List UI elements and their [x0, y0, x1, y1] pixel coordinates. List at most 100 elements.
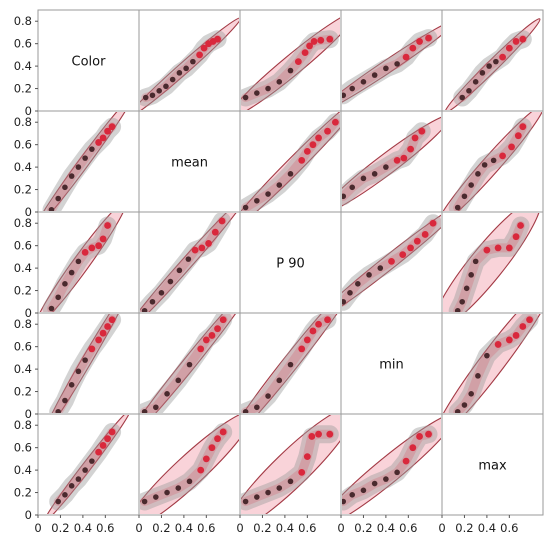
data-point — [303, 148, 311, 155]
y-tick-label: 0.6 — [14, 138, 32, 152]
data-point — [287, 67, 294, 74]
data-point — [499, 152, 506, 160]
y-tick-label: 0.4 — [14, 261, 32, 275]
data-point — [517, 222, 524, 229]
data-point — [421, 231, 429, 238]
data-point — [197, 466, 205, 474]
density-band — [342, 122, 431, 206]
data-point — [175, 485, 182, 491]
data-point — [108, 123, 116, 131]
cell-3-3 — [340, 312, 443, 415]
data-point — [360, 487, 367, 494]
y-tick-label: 0 — [25, 508, 32, 522]
y-tick-label: 0.6 — [14, 239, 32, 253]
variable-label-1: mean — [171, 156, 208, 171]
data-point — [407, 145, 414, 153]
data-point — [298, 345, 306, 353]
data-point — [519, 35, 527, 43]
density-core — [453, 122, 528, 211]
x-tick-label: 0.6 — [96, 521, 114, 535]
scatter-cell-0-4 — [444, 18, 541, 110]
data-point — [219, 428, 227, 436]
x-tick-label: 0.2 — [253, 521, 271, 535]
density-ellipse — [241, 415, 340, 514]
data-point — [82, 467, 88, 473]
data-point — [95, 448, 102, 456]
data-point — [163, 83, 169, 90]
data-point — [416, 38, 423, 45]
y-tick-label: 0 — [25, 104, 32, 118]
data-point — [479, 70, 486, 76]
data-point — [306, 42, 313, 50]
x-tick-label: 0.4 — [74, 521, 92, 535]
data-point — [388, 257, 395, 265]
data-point — [461, 402, 468, 408]
data-point — [200, 44, 208, 52]
scatter-cell-3-1 — [140, 314, 239, 413]
x-tick-label: 0 — [337, 521, 344, 535]
data-point — [475, 373, 481, 379]
density-band — [342, 425, 438, 511]
data-point — [383, 65, 389, 72]
density-band — [241, 314, 337, 413]
data-point — [104, 127, 111, 135]
data-point — [89, 458, 95, 464]
density-ellipse — [140, 415, 239, 514]
data-point — [265, 393, 271, 399]
scatter-cell-4-3 — [342, 415, 441, 514]
data-point — [409, 44, 417, 52]
data-point — [303, 453, 311, 461]
data-point — [211, 228, 219, 236]
x-tick-label: 0.4 — [478, 521, 496, 535]
density-core — [453, 221, 526, 312]
data-point — [514, 132, 522, 140]
data-point — [468, 272, 474, 278]
data-point — [519, 323, 527, 330]
scatter-cell-2-1 — [140, 213, 239, 312]
data-point — [149, 298, 156, 305]
data-point — [153, 494, 159, 500]
data-point — [371, 171, 378, 177]
data-point — [425, 34, 432, 42]
data-point — [287, 361, 294, 368]
data-point — [301, 49, 309, 57]
x-tick-label: 0.2 — [455, 521, 473, 535]
density-band — [140, 314, 233, 413]
data-point — [183, 65, 189, 72]
data-point — [276, 377, 283, 384]
y-tick-label: 0.8 — [14, 14, 32, 28]
data-point — [48, 305, 55, 312]
data-point — [512, 38, 520, 45]
density-band — [453, 30, 532, 107]
data-point — [425, 430, 432, 438]
data-point — [309, 141, 317, 149]
data-point — [242, 408, 249, 413]
density-band — [49, 314, 122, 413]
data-point — [505, 44, 513, 52]
data-point — [505, 336, 513, 344]
y-tick-label: 0.2 — [14, 284, 32, 298]
y-tick-label: 0.8 — [14, 317, 32, 331]
scatter-cell-3-2 — [241, 314, 340, 413]
data-point — [88, 244, 96, 252]
data-point — [48, 206, 55, 211]
data-point — [298, 156, 306, 164]
data-point — [68, 483, 75, 489]
data-point — [149, 92, 156, 99]
data-point — [141, 307, 148, 312]
data-point — [287, 171, 294, 177]
density-core — [140, 315, 228, 413]
data-point — [315, 430, 322, 438]
data-point — [315, 134, 322, 142]
data-point — [75, 164, 82, 170]
density-ellipse — [241, 11, 340, 110]
data-point — [472, 79, 479, 85]
data-point — [202, 455, 210, 463]
data-point — [399, 251, 407, 259]
data-point — [205, 240, 212, 247]
data-point — [242, 94, 249, 101]
data-point — [494, 244, 502, 252]
data-point — [164, 391, 170, 397]
data-point — [62, 492, 68, 498]
data-point — [310, 38, 318, 45]
